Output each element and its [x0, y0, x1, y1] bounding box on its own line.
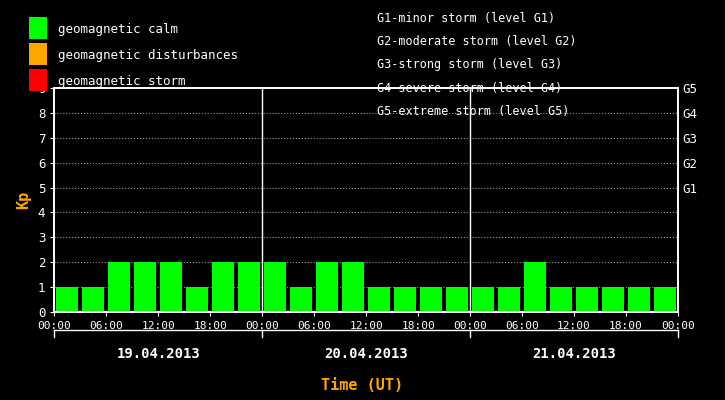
Text: Time (UT): Time (UT) — [321, 378, 404, 394]
Text: G5-extreme storm (level G5): G5-extreme storm (level G5) — [377, 105, 569, 118]
Text: G1-minor storm (level G1): G1-minor storm (level G1) — [377, 12, 555, 25]
Bar — [316, 262, 338, 312]
Bar — [83, 287, 104, 312]
Text: G4-severe storm (level G4): G4-severe storm (level G4) — [377, 82, 563, 95]
Bar — [394, 287, 416, 312]
Bar — [602, 287, 624, 312]
Text: geomagnetic disturbances: geomagnetic disturbances — [58, 49, 238, 62]
Bar — [290, 287, 312, 312]
Bar — [160, 262, 182, 312]
Bar — [212, 262, 234, 312]
Bar — [420, 287, 442, 312]
Text: G3-strong storm (level G3): G3-strong storm (level G3) — [377, 58, 563, 72]
Bar — [57, 287, 78, 312]
Bar — [472, 287, 494, 312]
Y-axis label: Kp: Kp — [16, 191, 31, 209]
Bar — [342, 262, 364, 312]
Text: 21.04.2013: 21.04.2013 — [532, 347, 616, 361]
Bar — [498, 287, 520, 312]
Text: geomagnetic storm: geomagnetic storm — [58, 75, 186, 88]
Bar — [628, 287, 650, 312]
Text: 19.04.2013: 19.04.2013 — [117, 347, 200, 361]
Text: G2-moderate storm (level G2): G2-moderate storm (level G2) — [377, 35, 576, 48]
Bar — [108, 262, 130, 312]
Text: 20.04.2013: 20.04.2013 — [324, 347, 408, 361]
Bar — [239, 262, 260, 312]
Bar — [134, 262, 157, 312]
Bar — [654, 287, 676, 312]
Text: geomagnetic calm: geomagnetic calm — [58, 23, 178, 36]
Bar — [576, 287, 598, 312]
Bar — [446, 287, 468, 312]
Bar — [550, 287, 572, 312]
Bar — [524, 262, 546, 312]
Bar — [368, 287, 390, 312]
Bar — [264, 262, 286, 312]
Bar — [186, 287, 208, 312]
